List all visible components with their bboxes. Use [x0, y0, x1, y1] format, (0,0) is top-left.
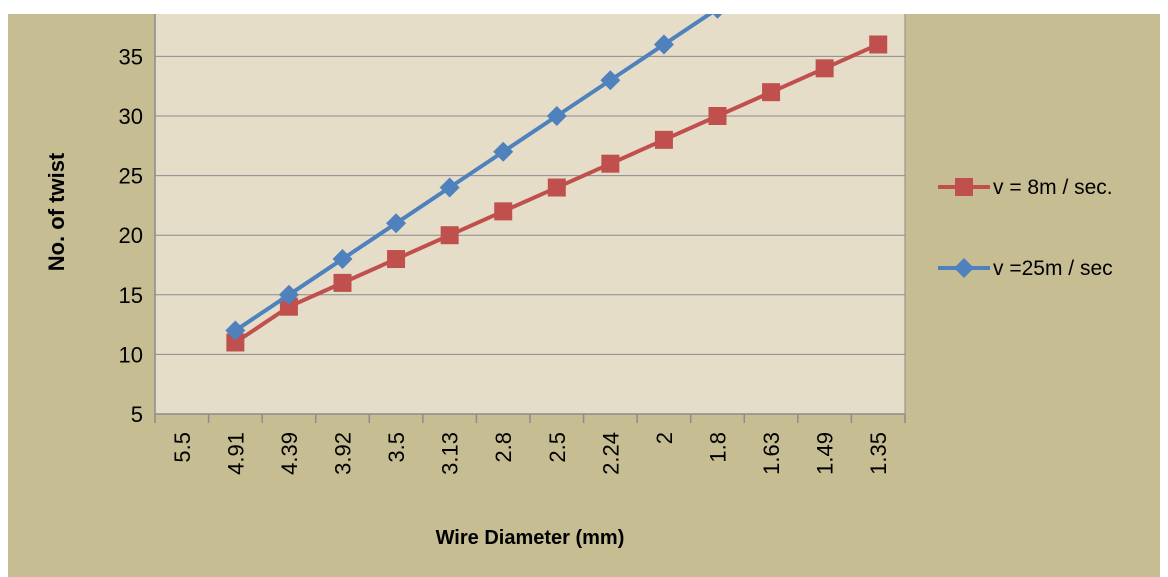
data-point	[494, 202, 513, 221]
y-tick-label: 20	[119, 223, 143, 248]
series-1	[226, 35, 888, 352]
data-point	[386, 213, 407, 234]
data-point	[547, 178, 566, 197]
x-tick-label: 2	[652, 432, 677, 444]
data-point	[762, 83, 781, 102]
x-tick-label: 1.49	[813, 432, 838, 475]
data-point	[387, 250, 406, 269]
series-2	[225, 14, 723, 341]
x-tick-label: 1.63	[759, 432, 784, 475]
data-point	[278, 284, 299, 305]
legend-label: v =25m / sec	[993, 257, 1113, 280]
data-point	[439, 177, 460, 198]
x-tick-label: 3.5	[384, 432, 409, 463]
data-point	[279, 297, 298, 316]
x-tick-label: 4.91	[223, 432, 248, 475]
data-point	[600, 70, 621, 91]
legend-label: v = 8m / sec.	[993, 176, 1113, 199]
data-point	[708, 107, 727, 125]
data-point	[815, 59, 834, 78]
y-tick-label: 10	[119, 342, 143, 367]
data-point	[226, 333, 245, 352]
x-tick-label: 3.13	[438, 432, 463, 475]
data-point	[712, 14, 723, 19]
x-tick-label: 4.39	[277, 432, 302, 475]
x-tick-label: 1.8	[706, 432, 731, 463]
data-point	[333, 273, 352, 292]
data-point	[493, 141, 514, 162]
y-tick-label: 35	[119, 44, 143, 69]
x-tick-label: 2.5	[545, 432, 570, 463]
data-point	[546, 106, 567, 126]
series-line	[234, 14, 714, 333]
plot-area	[155, 14, 905, 414]
x-tick-label: 2.8	[491, 432, 516, 463]
x-axis-title: Wire Diameter (mm)	[436, 527, 625, 549]
data-point	[601, 154, 620, 173]
data-point	[332, 249, 353, 270]
x-tick-label: 3.92	[331, 432, 356, 475]
x-tick-label: 2.24	[598, 432, 623, 475]
data-point	[225, 320, 246, 341]
data-point	[869, 35, 888, 54]
legend-item: v = 8m / sec.	[938, 176, 1113, 199]
data-point	[653, 34, 674, 55]
y-tick-label: 25	[119, 164, 143, 189]
legend-marker	[954, 258, 974, 278]
data-point	[654, 130, 673, 149]
x-tick-label: 5.5	[170, 432, 195, 463]
legend-item: v =25m / sec	[938, 257, 1113, 280]
y-tick-label: 15	[119, 283, 143, 308]
y-tick-label: 5	[131, 402, 143, 427]
y-axis-title: No. of twist	[44, 152, 69, 271]
x-tick-label: 1.35	[866, 432, 891, 475]
y-tick-label: 30	[119, 104, 143, 129]
legend-marker	[955, 178, 973, 196]
data-point	[440, 226, 459, 245]
